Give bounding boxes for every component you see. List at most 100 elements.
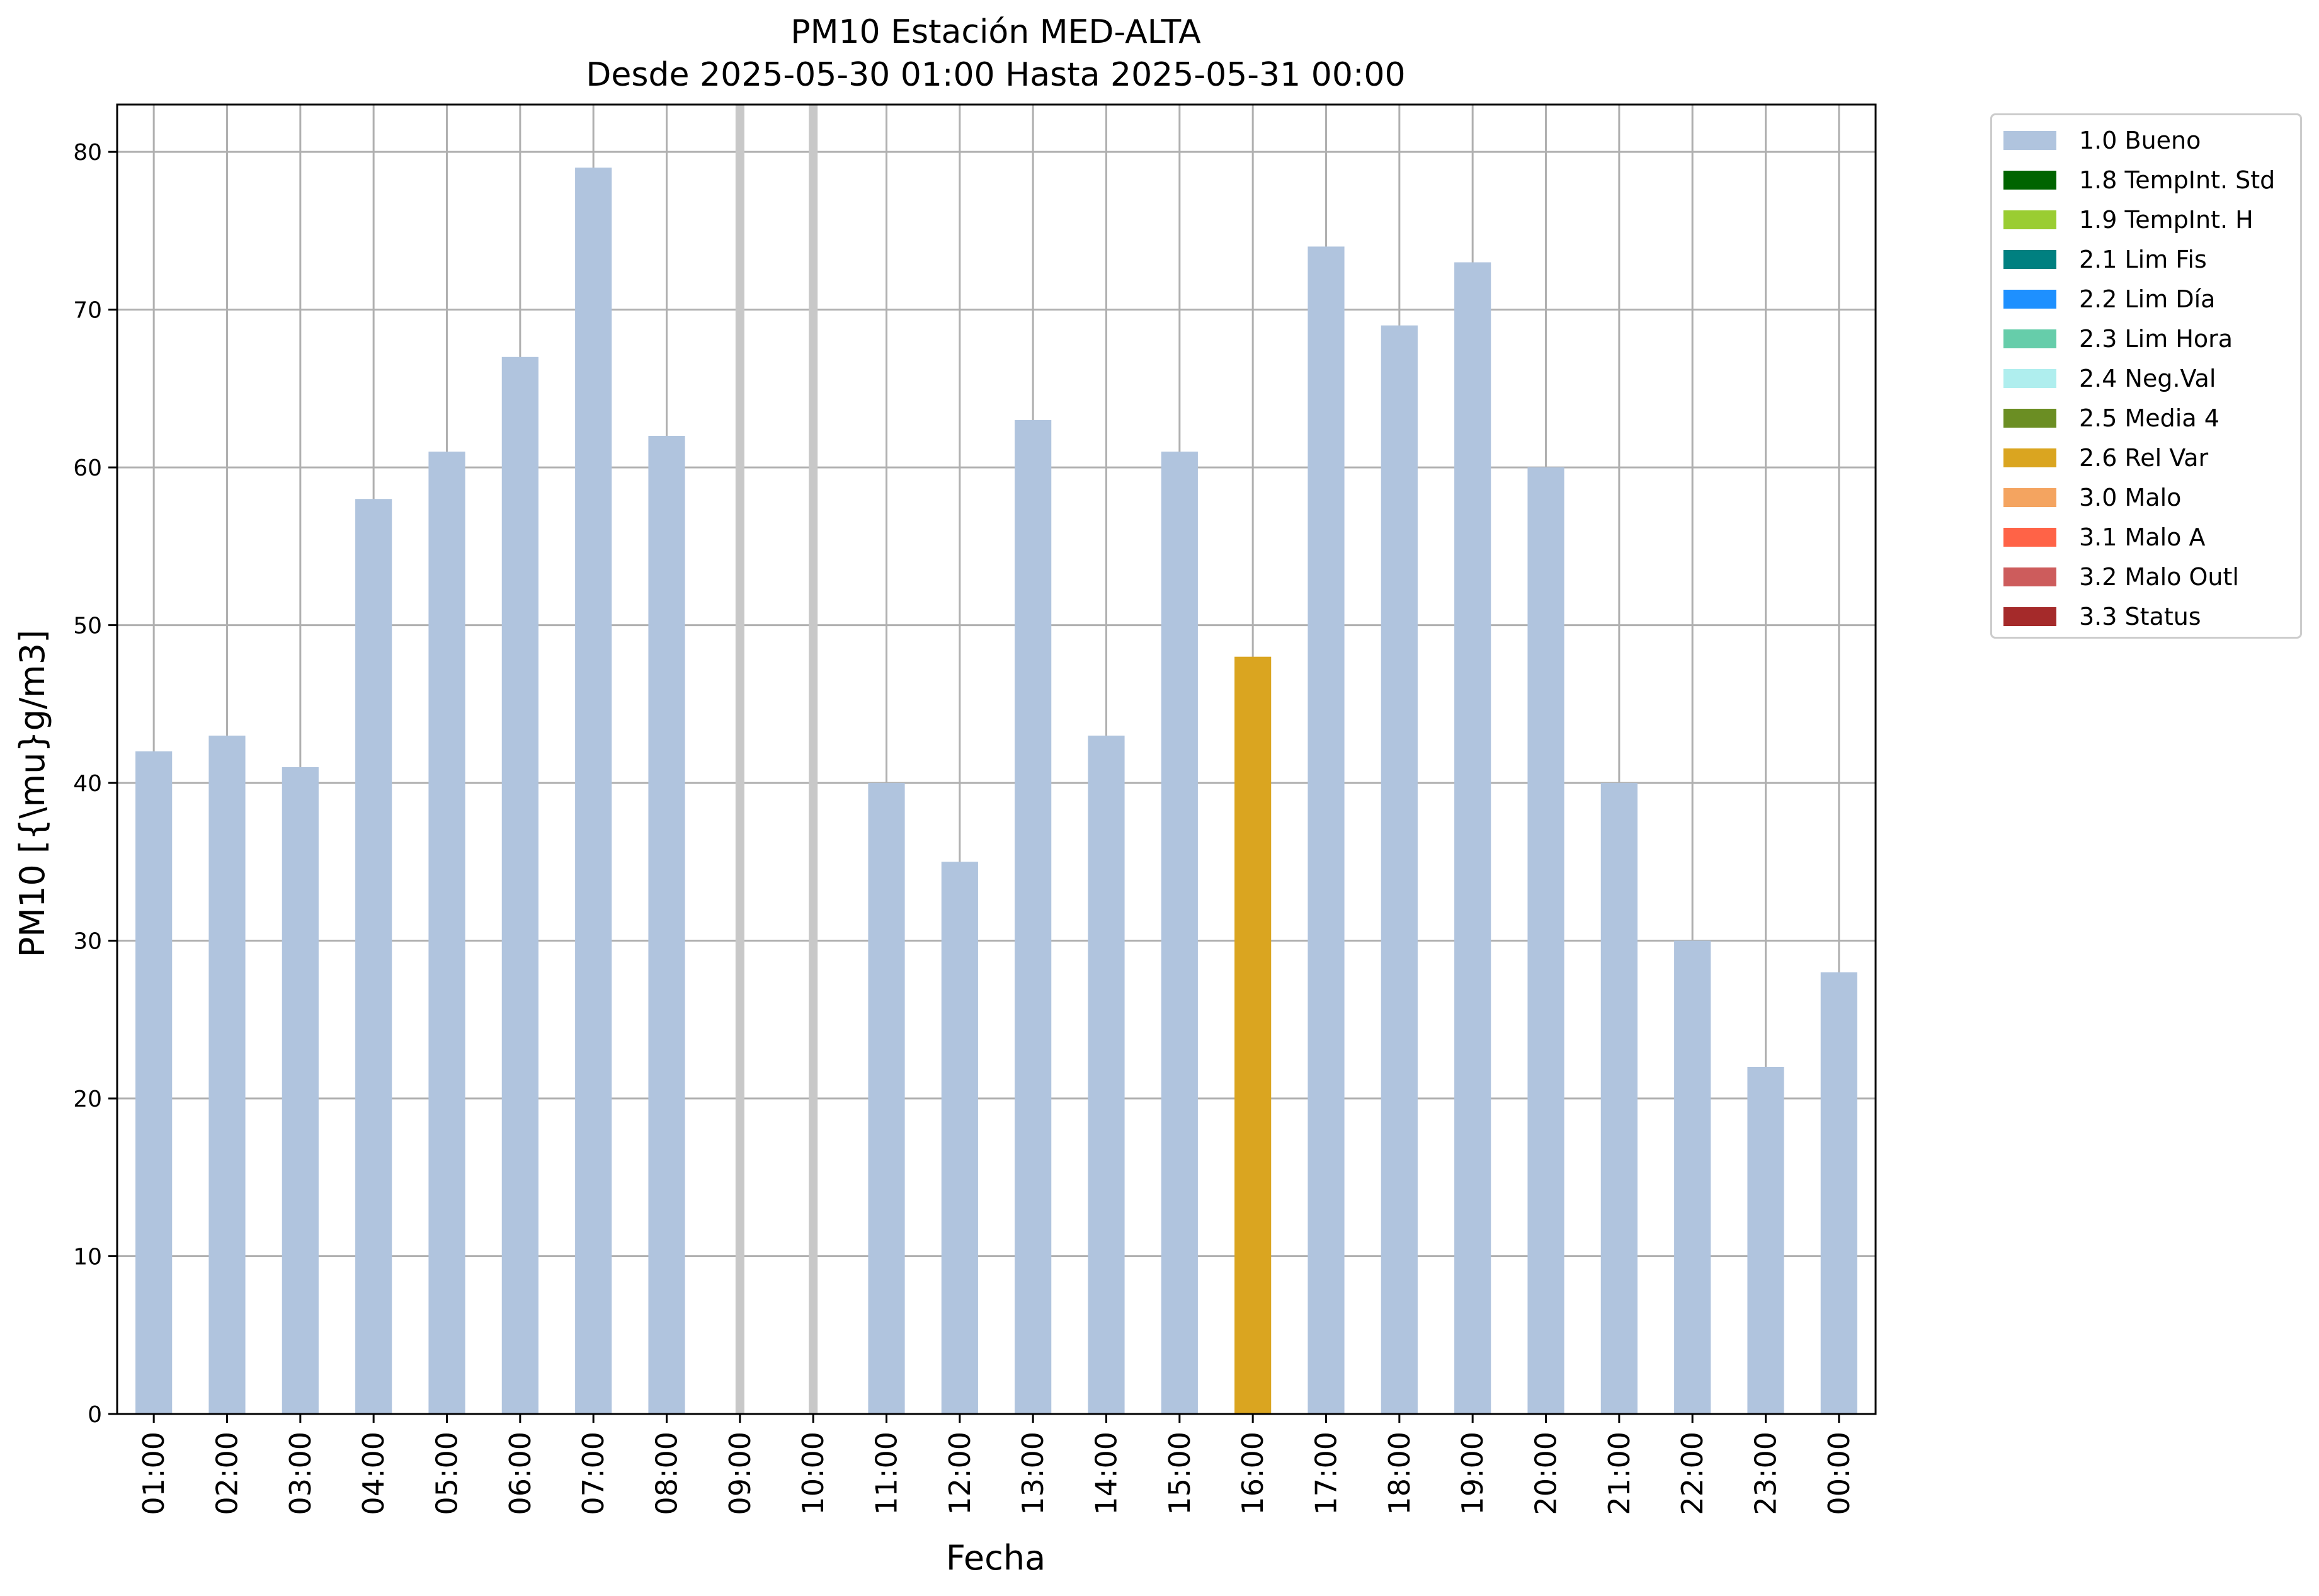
y-tick-label: 50 xyxy=(73,613,102,639)
x-tick-label: 16:00 xyxy=(1236,1432,1270,1515)
legend-item: 2.4 Neg.Val xyxy=(2003,363,2216,394)
missing-data-marker xyxy=(735,105,744,1414)
x-tick-label: 14:00 xyxy=(1090,1432,1124,1515)
bar xyxy=(501,356,538,1415)
x-tick-label: 21:00 xyxy=(1602,1432,1636,1515)
x-tick-label: 08:00 xyxy=(650,1432,684,1515)
legend-swatch xyxy=(2003,448,2056,467)
y-tick-label: 40 xyxy=(73,771,102,797)
x-tick-label: 05:00 xyxy=(430,1432,464,1515)
bar xyxy=(355,499,392,1414)
missing-data-marker xyxy=(809,105,818,1414)
legend-swatch xyxy=(2003,171,2056,190)
y-axis-ticks: 0 10 20 30 40 50 60 70 80 xyxy=(73,140,117,1428)
legend-item: 1.9 TempInt. H xyxy=(2003,204,2253,236)
bar xyxy=(1747,1066,1784,1414)
legend-label: 2.2 Lim Día xyxy=(2079,285,2216,313)
x-tick-label: 15:00 xyxy=(1163,1432,1197,1515)
x-tick-label: 12:00 xyxy=(943,1432,977,1515)
bar xyxy=(1600,783,1638,1414)
legend-label: 1.8 TempInt. Std xyxy=(2079,166,2276,194)
bar xyxy=(208,735,246,1414)
bar xyxy=(648,436,685,1415)
x-tick-label: 00:00 xyxy=(1822,1432,1856,1515)
legend-label: 2.5 Media 4 xyxy=(2079,404,2219,432)
x-tick-label: 20:00 xyxy=(1529,1432,1563,1515)
legend-swatch xyxy=(2003,607,2056,626)
legend-item: 1.8 TempInt. Std xyxy=(2003,164,2275,196)
legend-swatch xyxy=(2003,488,2056,507)
legend-label: 3.2 Malo Outl xyxy=(2079,563,2239,591)
x-axis-ticks: 01:00 02:00 03:00 04:00 05:00 06:00 07:00 08:00… xyxy=(137,1414,1856,1515)
legend: 1.0 Bueno 1.8 TempInt. Std 1.9 TempInt. H 2… xyxy=(1990,113,2302,639)
bar xyxy=(1454,262,1491,1414)
bars xyxy=(135,168,1857,1415)
legend-item: 2.6 Rel Var xyxy=(2003,442,2208,474)
x-tick-label: 11:00 xyxy=(870,1432,904,1515)
bar xyxy=(1820,972,1857,1414)
y-axis-label: PM10 [{\mu}g/m3] xyxy=(13,630,52,957)
chart-subtitle: Desde 2025-05-30 01:00 Hasta 2025-05-31 … xyxy=(586,56,1405,94)
legend-swatch xyxy=(2003,250,2056,269)
x-tick-label: 06:00 xyxy=(503,1432,537,1515)
legend-swatch xyxy=(2003,409,2056,428)
legend-swatch xyxy=(2003,290,2056,309)
y-tick-label: 10 xyxy=(73,1245,102,1270)
x-tick-label: 02:00 xyxy=(210,1432,244,1515)
legend-swatch xyxy=(2003,329,2056,348)
plot-frame xyxy=(116,103,1877,1415)
legend-item: 1.0 Bueno xyxy=(2003,125,2201,156)
bar xyxy=(941,862,978,1414)
chart-title: PM10 Estación MED-ALTA xyxy=(790,13,1201,51)
legend-swatch xyxy=(2003,131,2056,150)
x-tick-label: 22:00 xyxy=(1675,1432,1709,1515)
legend-swatch xyxy=(2003,567,2056,586)
legend-item: 3.1 Malo A xyxy=(2003,522,2205,553)
legend-label: 2.1 Lim Fis xyxy=(2079,246,2207,273)
x-tick-label: 23:00 xyxy=(1749,1432,1783,1515)
x-tick-label: 07:00 xyxy=(576,1432,610,1515)
x-axis-label: Fecha xyxy=(946,1538,1046,1578)
legend-label: 3.3 Status xyxy=(2079,603,2201,630)
bar xyxy=(1088,735,1125,1414)
bar xyxy=(1527,467,1564,1415)
y-tick-label: 70 xyxy=(73,298,102,324)
x-tick-label: 04:00 xyxy=(356,1432,390,1515)
y-tick-label: 30 xyxy=(73,929,102,955)
legend-label: 2.4 Neg.Val xyxy=(2079,365,2216,392)
bar xyxy=(575,168,612,1415)
legend-item: 2.2 Lim Día xyxy=(2003,283,2215,315)
bar xyxy=(868,783,905,1414)
bar xyxy=(1381,325,1418,1414)
x-tick-label: 10:00 xyxy=(796,1432,830,1515)
bar xyxy=(428,452,465,1414)
legend-item: 3.3 Status xyxy=(2003,601,2201,632)
y-tick-label: 0 xyxy=(88,1402,102,1428)
x-tick-label: 01:00 xyxy=(137,1432,171,1515)
bar xyxy=(1015,419,1052,1414)
legend-label: 1.0 Bueno xyxy=(2079,127,2201,154)
legend-item: 3.2 Malo Outl xyxy=(2003,561,2239,593)
bar xyxy=(1234,656,1272,1414)
legend-swatch xyxy=(2003,528,2056,547)
bar xyxy=(135,751,173,1414)
legend-item: 2.3 Lim Hora xyxy=(2003,323,2233,355)
legend-label: 3.1 Malo A xyxy=(2079,523,2206,551)
legend-label: 2.3 Lim Hora xyxy=(2079,325,2233,353)
y-tick-label: 20 xyxy=(73,1086,102,1112)
legend-item: 2.5 Media 4 xyxy=(2003,402,2219,434)
bar xyxy=(1308,246,1345,1415)
x-tick-label: 17:00 xyxy=(1309,1432,1343,1515)
missing-markers xyxy=(735,105,818,1414)
x-tick-label: 13:00 xyxy=(1016,1432,1050,1515)
bar xyxy=(282,767,319,1414)
legend-label: 1.9 TempInt. H xyxy=(2079,206,2253,234)
bar xyxy=(1674,940,1711,1414)
legend-label: 2.6 Rel Var xyxy=(2079,444,2209,472)
x-tick-label: 09:00 xyxy=(723,1432,757,1515)
legend-item: 2.1 Lim Fis xyxy=(2003,244,2207,275)
bar xyxy=(1161,452,1198,1414)
x-tick-label: 03:00 xyxy=(283,1432,317,1515)
x-tick-label: 19:00 xyxy=(1456,1432,1490,1515)
